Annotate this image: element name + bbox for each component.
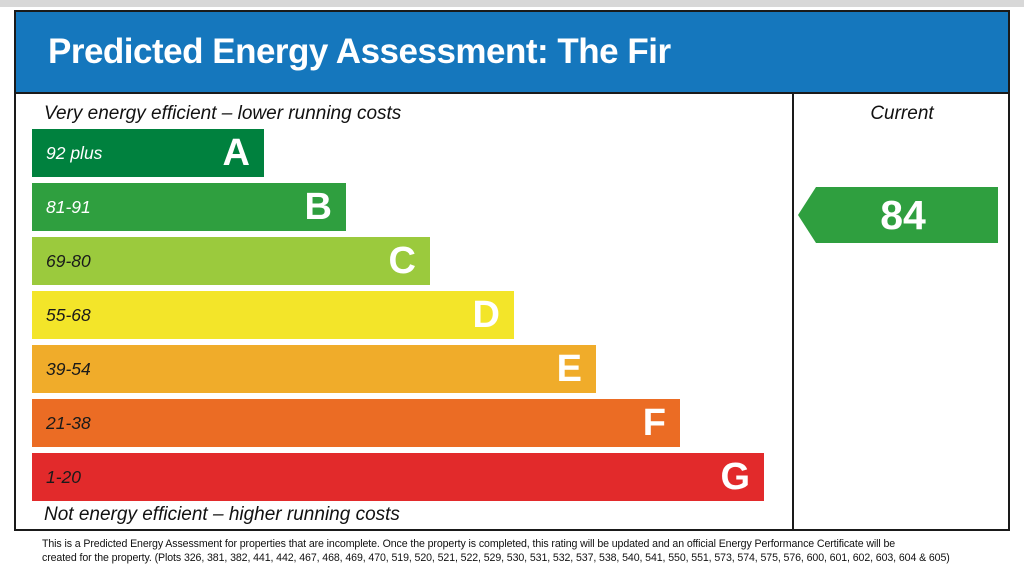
epc-band-row-d: 55-68 D <box>32 291 764 345</box>
band-range-label: 55-68 <box>46 304 91 325</box>
current-column-header: Current <box>870 103 934 124</box>
band-letter: E <box>556 348 582 390</box>
epc-bands: 92 plus A 81-91 B 69-80 C 55-68 D 39-54 E 21-38 F 1-… <box>32 129 764 507</box>
epc-band-row-g: 1-20 G <box>32 453 764 507</box>
band-range-label: 69-80 <box>46 250 91 271</box>
top-caption: Very energy efficient – lower running co… <box>44 103 402 124</box>
band-letter: G <box>720 456 750 498</box>
header-banner: Predicted Energy Assessment: The Fir <box>14 10 1010 94</box>
band-range-label: 1-20 <box>46 466 82 487</box>
band-letter: D <box>472 294 500 336</box>
band-letter: C <box>388 240 416 282</box>
epc-band-bar-e: 39-54 E <box>32 345 596 393</box>
current-rating-arrow: 84 <box>798 187 998 243</box>
epc-band-row-a: 92 plus A <box>32 129 764 183</box>
epc-band-bar-b: 81-91 B <box>32 183 346 231</box>
epc-band-row-f: 21-38 F <box>32 399 764 453</box>
bottom-caption: Not energy efficient – higher running co… <box>44 504 400 525</box>
band-range-label: 92 plus <box>46 142 103 163</box>
epc-band-bar-a: 92 plus A <box>32 129 264 177</box>
footnote: This is a Predicted Energy Assessment fo… <box>42 538 987 565</box>
epc-band-bar-g: 1-20 G <box>32 453 764 501</box>
current-rating-value: 84 <box>880 191 926 238</box>
epc-band-row-e: 39-54 E <box>32 345 764 399</box>
band-letter: F <box>642 402 666 444</box>
band-range-label: 21-38 <box>46 412 91 433</box>
epc-band-row-b: 81-91 B <box>32 183 764 237</box>
epc-band-bar-f: 21-38 F <box>32 399 680 447</box>
footnote-line-2: created for the property. (Plots 326, 38… <box>42 551 950 564</box>
window-edge-strip <box>0 0 1024 7</box>
panel-divider <box>792 94 794 529</box>
epc-band-bar-d: 55-68 D <box>32 291 514 339</box>
epc-chart: Very energy efficient – lower running co… <box>14 94 1010 531</box>
page-title: Predicted Energy Assessment: The Fir <box>48 32 671 71</box>
band-range-label: 39-54 <box>46 358 91 379</box>
band-letter: A <box>222 132 250 174</box>
epc-band-bar-c: 69-80 C <box>32 237 430 285</box>
epc-band-row-c: 69-80 C <box>32 237 764 291</box>
band-range-label: 81-91 <box>46 196 91 217</box>
band-letter: B <box>304 186 332 228</box>
footnote-line-1: This is a Predicted Energy Assessment fo… <box>42 538 896 550</box>
